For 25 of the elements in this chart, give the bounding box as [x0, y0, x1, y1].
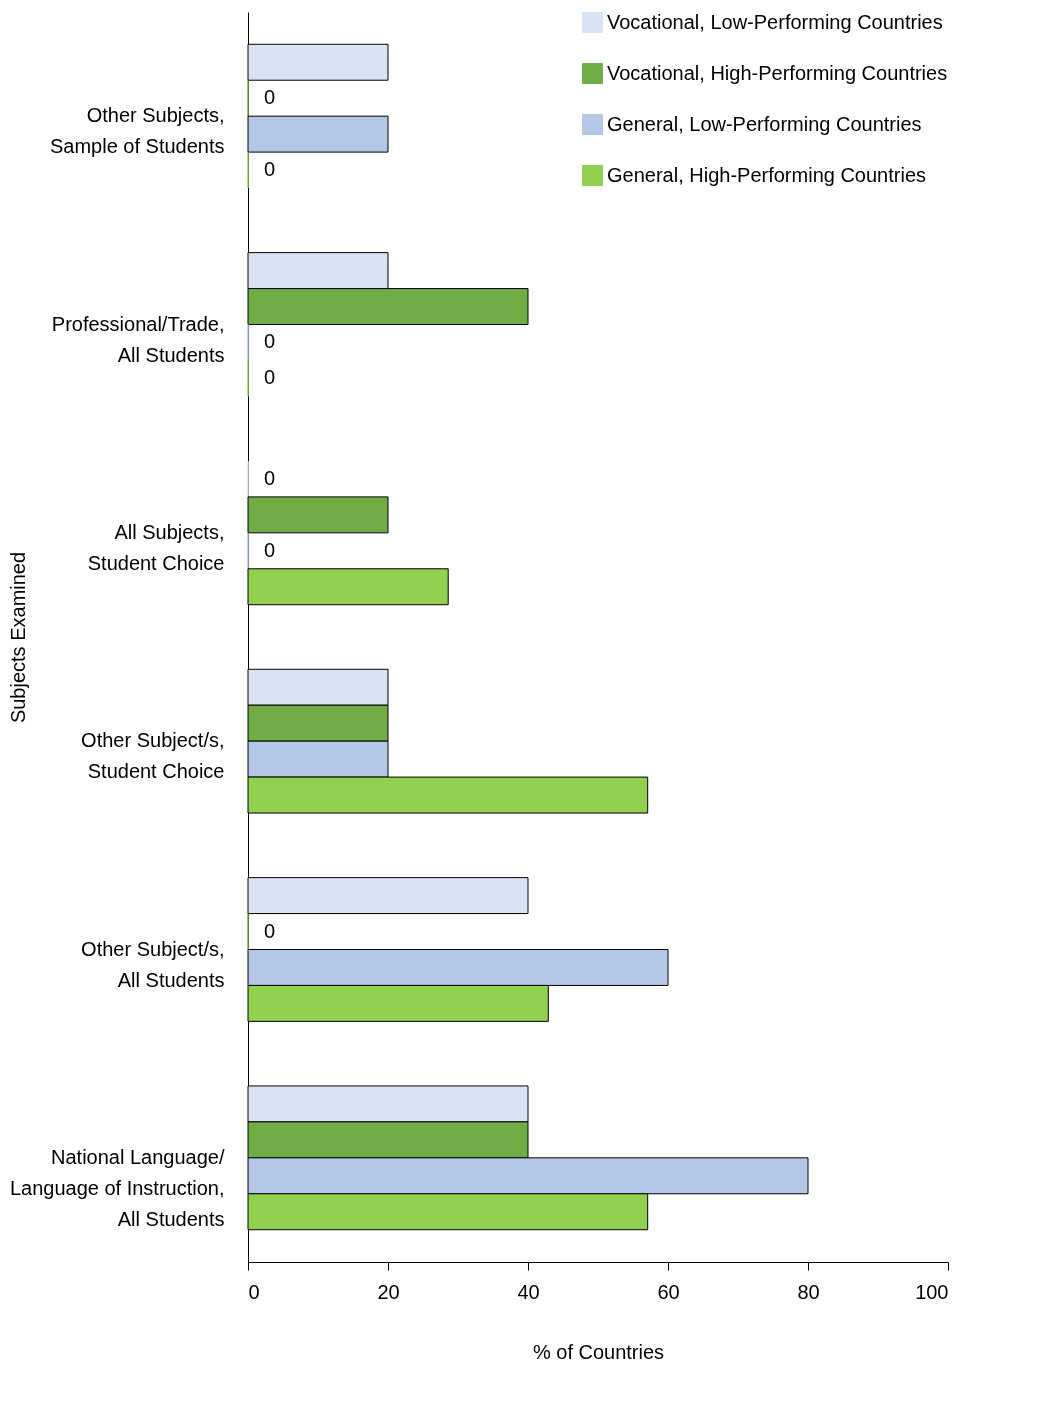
- y-tick-label: Other Subjects, Sample of Students: [49, 104, 225, 158]
- data-label: 0: [264, 366, 276, 389]
- x-tick-label: 0: [248, 1280, 260, 1303]
- data-label: 0: [264, 466, 276, 489]
- legend-label: Vocational, High-Performing Countries: [607, 61, 948, 84]
- x-axis-title: % of Countries: [532, 1340, 665, 1363]
- y-tick-label: All Subjects, Student Choice: [87, 520, 225, 574]
- y-tick-label: Other Subject/s, Student Choice: [81, 729, 225, 783]
- y-tick-label: Other Subject/s, All Students: [81, 937, 225, 991]
- legend-label: General, High-Performing Countries: [607, 163, 927, 186]
- x-tick-label: 40: [517, 1280, 540, 1303]
- data-label: 0: [264, 158, 276, 181]
- x-tick-label: 20: [377, 1280, 400, 1303]
- data-label: 0: [264, 919, 276, 942]
- y-tick-label: Professional/Trade, All Students: [51, 312, 225, 366]
- legend-label: Vocational, Low-Performing Countries: [607, 10, 943, 33]
- data-label: 0: [264, 86, 276, 109]
- legend-label: General, Low-Performing Countries: [607, 112, 922, 135]
- data-label: 0: [264, 538, 276, 561]
- y-tick-label: National Language/ Language of Instruction, All Students: [9, 1145, 225, 1230]
- x-tick-label: 80: [797, 1280, 820, 1303]
- y-axis-title: Subjects Examined: [6, 551, 29, 724]
- x-tick-label: 60: [657, 1280, 680, 1303]
- x-tick-label: 100: [915, 1280, 949, 1303]
- data-label: 0: [264, 330, 276, 353]
